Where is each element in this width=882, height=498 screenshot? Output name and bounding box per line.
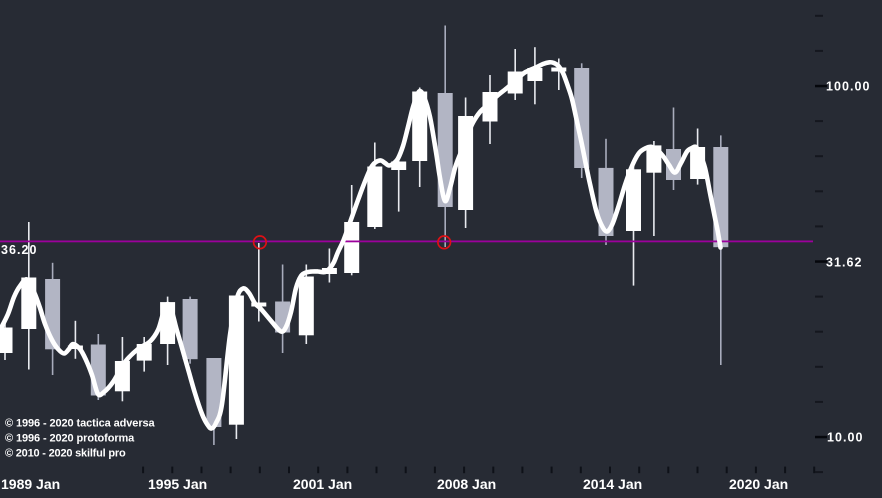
svg-text:10.00: 10.00 (827, 431, 864, 445)
svg-text:1995 Jan: 1995 Jan (148, 476, 207, 492)
svg-text:31.62: 31.62 (826, 256, 863, 270)
svg-text:2001 Jan: 2001 Jan (293, 476, 352, 492)
svg-text:© 1996 - 2020 protoforma: © 1996 - 2020 protoforma (5, 433, 135, 445)
svg-text:36.20: 36.20 (1, 243, 38, 257)
svg-text:2008 Jan: 2008 Jan (437, 476, 496, 492)
svg-text:© 2010 - 2020 skilful pro: © 2010 - 2020 skilful pro (5, 448, 126, 460)
svg-text:© 1996 - 2020 tactica adversa: © 1996 - 2020 tactica adversa (5, 418, 156, 430)
svg-text:100.00: 100.00 (826, 80, 871, 94)
svg-text:2020 Jan: 2020 Jan (729, 476, 788, 492)
svg-text:1989 Jan: 1989 Jan (1, 476, 60, 492)
svg-text:2014 Jan: 2014 Jan (583, 476, 642, 492)
